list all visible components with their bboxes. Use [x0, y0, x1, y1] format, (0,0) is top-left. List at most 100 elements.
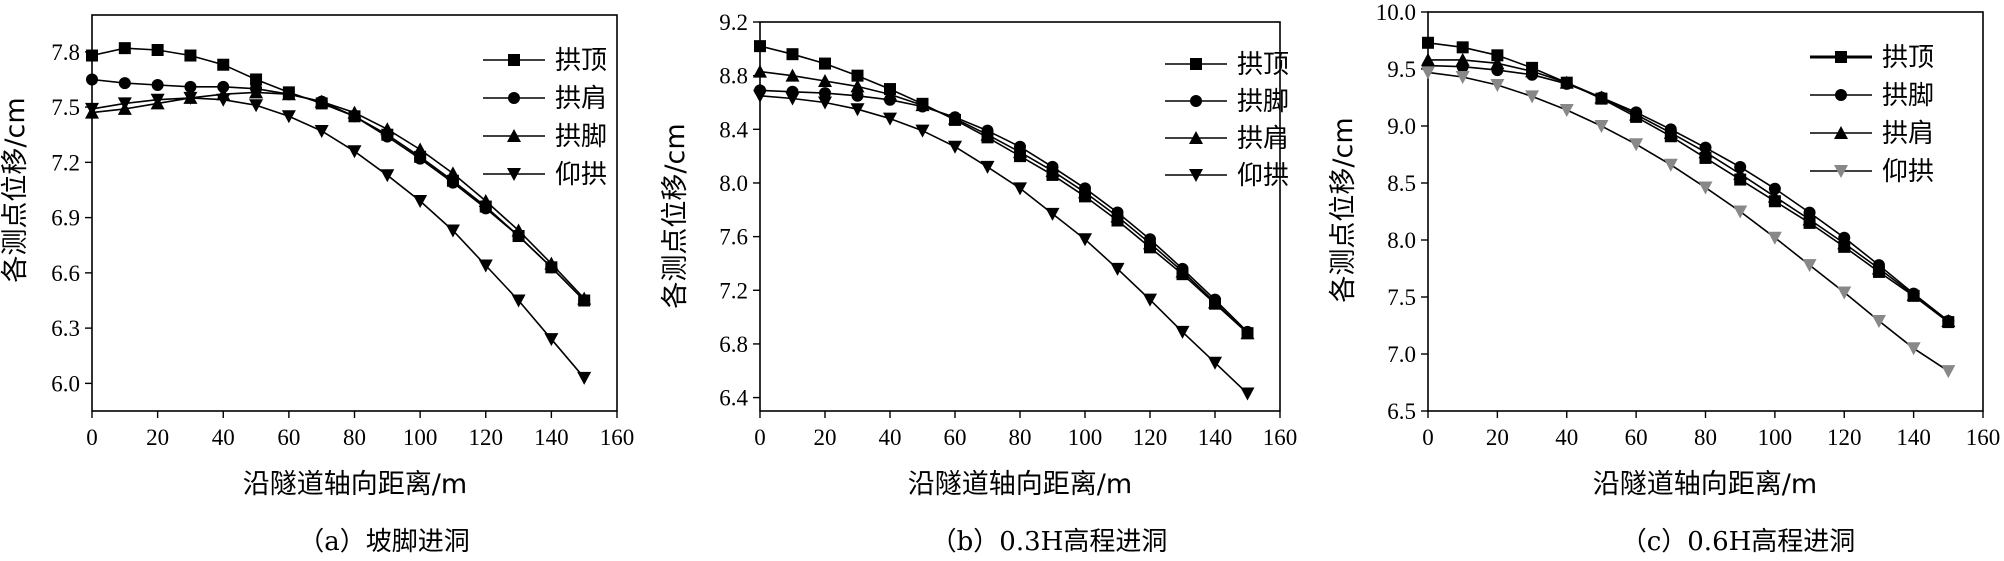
data-point	[818, 74, 832, 88]
x-tick-label: 20	[814, 425, 837, 450]
data-point	[1629, 138, 1644, 152]
data-point	[1456, 41, 1469, 54]
data-point	[150, 93, 165, 107]
data-point	[478, 259, 493, 273]
series-2	[1421, 52, 1956, 327]
series-line	[1428, 59, 1949, 322]
legend-entry: 拱顶	[1165, 50, 1289, 80]
series-2	[753, 64, 1255, 340]
y-tick-label: 8.0	[1387, 228, 1416, 253]
data-point	[1490, 78, 1505, 92]
y-tick-label: 9.0	[1387, 114, 1416, 139]
series-1	[754, 84, 1254, 338]
y-tick-label: 6.6	[51, 261, 80, 286]
y-tick-label: 7.5	[51, 95, 80, 120]
data-point	[1698, 181, 1713, 195]
x-tick-label: 140	[1198, 425, 1233, 450]
data-point	[1143, 236, 1157, 250]
data-point	[511, 223, 526, 237]
data-point	[915, 98, 930, 112]
legend-marker	[508, 92, 520, 104]
x-axis-title: 沿隧道轴向距离/m	[908, 469, 1132, 500]
legend-entry: 仰拱	[1165, 161, 1289, 191]
x-tick-label: 20	[146, 425, 169, 450]
data-point	[380, 169, 395, 183]
series-line	[1427, 71, 1949, 372]
chart-panel-a: 0 20 40 60 80 100 120 140 160 6.0 6.3 6.6 6.9 7.2 7.5 7…	[0, 14, 635, 557]
data-point	[1421, 66, 1435, 80]
data-point	[86, 73, 98, 86]
y-tick-label: 6.3	[51, 316, 80, 341]
x-tick-label: 140	[1896, 425, 1931, 450]
data-point	[1837, 286, 1852, 300]
data-point	[980, 160, 995, 174]
chart-panel-c: 0 20 40 60 80 100 120 140 160 6.5 7.0 7.5 8.0 8.5 9.0 9…	[1328, 0, 2000, 557]
panel-caption: （b）0.3H高程进洞	[931, 527, 1168, 557]
data-point	[1175, 325, 1190, 339]
legend-label: 拱顶	[1882, 43, 1934, 73]
series-line	[91, 78, 585, 302]
data-point	[544, 333, 559, 347]
series-3	[85, 91, 592, 385]
legend-marker	[1835, 51, 1847, 63]
plot-frame	[91, 14, 618, 412]
y-tick-label: 8.4	[719, 117, 748, 142]
data-point	[851, 69, 864, 82]
y-tick-label: 7.0	[1387, 342, 1416, 367]
x-tick-label: 40	[1555, 425, 1578, 450]
legend-entry: 拱脚	[483, 122, 607, 152]
x-tick-label: 160	[1966, 425, 2001, 450]
data-point	[413, 195, 428, 209]
data-point	[478, 194, 493, 208]
data-point	[380, 122, 395, 136]
data-point	[1013, 182, 1027, 196]
data-point	[786, 48, 799, 61]
x-tick-label: 120	[469, 425, 504, 450]
legend-entry: 拱肩	[1810, 119, 1934, 149]
legend-marker	[1190, 95, 1202, 107]
data-point	[1871, 261, 1886, 275]
y-tick-label: 9.5	[1387, 57, 1416, 82]
legend-marker	[1834, 126, 1848, 139]
x-tick-label: 160	[600, 425, 635, 450]
legend-marker	[1189, 131, 1203, 144]
x-tick-label: 40	[212, 425, 235, 450]
legend-label: 拱肩	[1882, 119, 1934, 149]
data-point	[850, 103, 865, 117]
y-axis-title: 各测点位移/cm	[660, 123, 691, 308]
data-point	[753, 64, 767, 78]
legend-entry: 拱肩	[483, 84, 607, 114]
data-point	[1698, 145, 1713, 159]
series-line	[1427, 42, 1949, 323]
data-point	[216, 93, 231, 107]
data-point	[1045, 207, 1060, 221]
x-tick-label: 40	[879, 425, 902, 450]
legend-marker	[1835, 89, 1847, 101]
data-point	[1733, 205, 1748, 219]
series-3	[753, 89, 1255, 401]
data-point	[314, 125, 329, 139]
data-point	[1455, 52, 1470, 66]
data-point	[1663, 158, 1678, 172]
legend-label: 拱顶	[1237, 50, 1289, 80]
data-point	[1525, 90, 1540, 104]
series-3	[1421, 66, 1956, 379]
plot-frame	[759, 21, 1281, 412]
data-point	[250, 73, 263, 86]
data-point	[1421, 52, 1435, 66]
panel-caption: （a）坡脚进洞	[298, 527, 470, 557]
panel-caption: （c）0.6H高程进洞	[1621, 527, 1856, 557]
data-point	[851, 89, 864, 102]
data-point	[249, 85, 264, 99]
legend-label: 仰拱	[1882, 157, 1934, 187]
data-point	[151, 78, 164, 91]
x-axis-title: 沿隧道轴向距离/m	[1593, 469, 1817, 500]
data-point	[850, 79, 865, 93]
data-point	[1663, 125, 1678, 139]
data-point	[1767, 231, 1782, 245]
data-point	[217, 80, 230, 93]
x-tick-label: 0	[86, 425, 98, 450]
x-tick-label: 60	[277, 425, 300, 450]
x-tick-label: 120	[1133, 425, 1168, 450]
